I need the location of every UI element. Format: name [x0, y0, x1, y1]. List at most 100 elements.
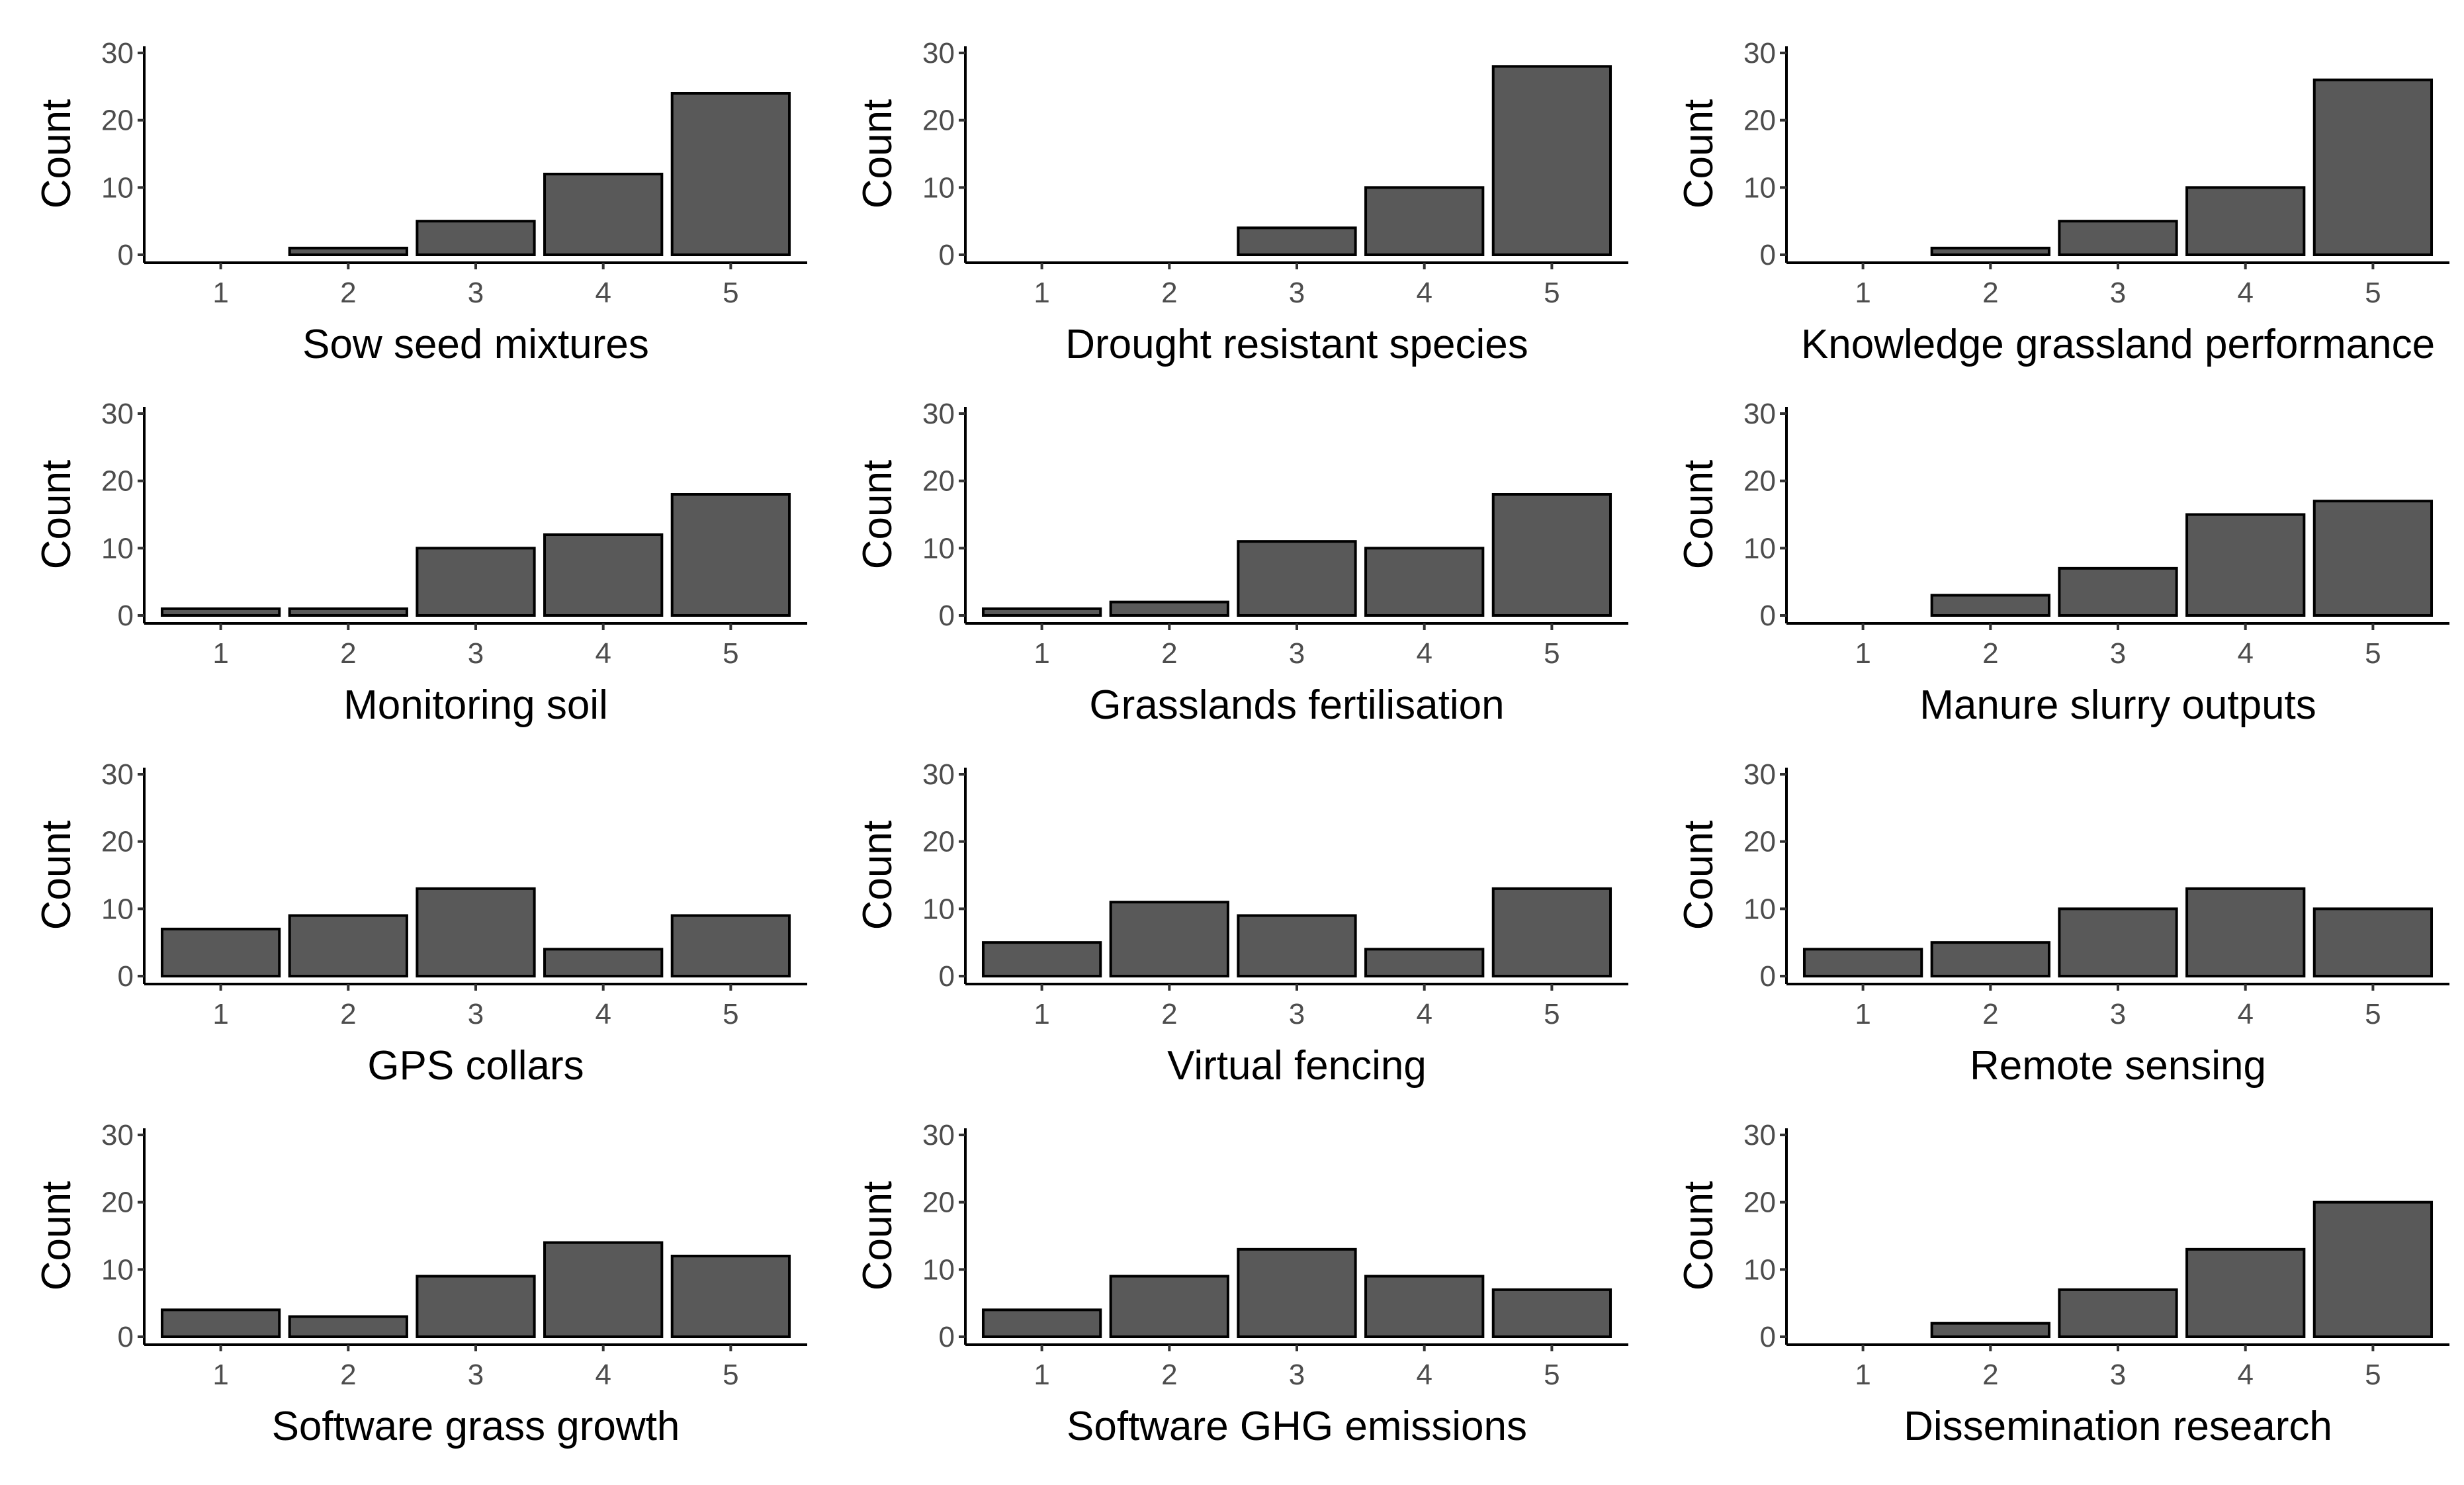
- y-tick-label: 30: [1743, 398, 1776, 430]
- x-axis-title: Dissemination research: [1904, 1404, 2332, 1449]
- bar: [2058, 566, 2178, 617]
- y-axis-title: Count: [855, 821, 901, 930]
- bar: [670, 92, 791, 256]
- bar: [670, 914, 791, 977]
- x-tick-label: 3: [468, 277, 484, 309]
- bar: [1237, 1247, 1357, 1338]
- x-tick-label: 2: [340, 277, 356, 309]
- x-tick-label: 1: [212, 637, 228, 670]
- bar: [1930, 594, 2050, 617]
- x-tick-label: 2: [1161, 998, 1177, 1030]
- x-tick-label: 1: [212, 998, 228, 1030]
- chart-panel: 0 10 20 30 1 2 3 4 5 Manure slurry outputs Count: [1676, 398, 2449, 728]
- x-tick-label: 3: [2110, 998, 2126, 1030]
- y-tick-label: 30: [101, 398, 134, 430]
- y-axis-title: Count: [1676, 99, 1722, 208]
- x-tick-label: 5: [1544, 998, 1560, 1030]
- y-axis-title: Count: [34, 99, 79, 208]
- bar: [1364, 1275, 1485, 1338]
- y-tick-label: 0: [939, 960, 955, 993]
- y-tick-label: 0: [939, 1321, 955, 1353]
- bar: [1364, 948, 1485, 978]
- y-tick-label: 10: [101, 532, 134, 564]
- x-tick-label: 5: [1544, 637, 1560, 670]
- bar: [2312, 907, 2434, 978]
- bar: [1109, 1275, 1229, 1338]
- bar: [1491, 1288, 1612, 1339]
- y-tick-label: 0: [1760, 960, 1776, 993]
- bar: [2312, 1200, 2434, 1338]
- x-tick-label: 1: [1855, 637, 1870, 670]
- x-axis-title: Grasslands fertilisation: [1089, 682, 1504, 728]
- bar: [1802, 948, 1923, 978]
- x-tick-label: 1: [1034, 1359, 1049, 1391]
- x-tick-label: 3: [1289, 277, 1305, 309]
- x-tick-label: 4: [1416, 1359, 1432, 1391]
- x-tick-label: 4: [2237, 277, 2253, 309]
- y-tick-label: 30: [922, 758, 955, 791]
- bar: [543, 173, 664, 256]
- x-tick-label: 4: [595, 277, 611, 309]
- x-tick-label: 1: [1034, 277, 1049, 309]
- x-tick-label: 5: [2365, 1359, 2381, 1391]
- y-tick-label: 20: [101, 105, 134, 137]
- chart-panel: 0 10 20 30 1 2 3 4 5 Drought resistant species Cou…: [855, 37, 1628, 367]
- y-tick-label: 10: [1743, 171, 1776, 204]
- bar: [288, 246, 408, 257]
- y-tick-label: 10: [1743, 893, 1776, 925]
- y-axis-title: Count: [34, 460, 79, 569]
- y-axis-title: Count: [1676, 460, 1722, 569]
- x-tick-label: 1: [1034, 998, 1049, 1030]
- chart-panel: 0 10 20 30 1 2 3 4 5 Remote sensing Count: [1676, 758, 2449, 1089]
- y-axis-title: Count: [855, 1181, 901, 1290]
- x-tick-label: 5: [723, 277, 738, 309]
- bar: [670, 1255, 791, 1338]
- chart-panel: 0 10 20 30 1 2 3 4 5 Software grass growth Count: [34, 1119, 807, 1449]
- x-tick-label: 3: [2110, 637, 2126, 670]
- y-tick-label: 30: [1743, 758, 1776, 791]
- x-axis-title: Software GHG emissions: [1067, 1404, 1527, 1449]
- bar: [1109, 901, 1229, 977]
- y-tick-label: 20: [922, 826, 955, 858]
- chart-panel: 0 10 20 30 1 2 3 4 5 Virtual fencing Count: [855, 758, 1628, 1089]
- bar: [416, 220, 536, 256]
- x-tick-label: 2: [340, 1359, 356, 1391]
- x-tick-label: 4: [1416, 277, 1432, 309]
- y-tick-label: 30: [1743, 37, 1776, 69]
- x-tick-label: 3: [468, 1359, 484, 1391]
- bar: [543, 533, 664, 617]
- x-tick-label: 4: [2237, 637, 2253, 670]
- x-tick-label: 5: [1544, 1359, 1560, 1391]
- y-tick-label: 30: [1743, 1119, 1776, 1151]
- y-tick-label: 10: [101, 1253, 134, 1286]
- bar: [981, 941, 1102, 977]
- y-tick-label: 20: [1743, 826, 1776, 858]
- x-tick-label: 1: [1855, 1359, 1870, 1391]
- y-tick-label: 20: [922, 105, 955, 137]
- x-tick-label: 3: [1289, 637, 1305, 670]
- x-tick-label: 2: [1982, 998, 1998, 1030]
- y-tick-label: 0: [118, 1321, 134, 1353]
- y-tick-label: 10: [101, 893, 134, 925]
- bar: [160, 1308, 281, 1339]
- x-tick-label: 5: [723, 1359, 738, 1391]
- bar: [1237, 226, 1357, 257]
- x-axis-title: Drought resistant species: [1065, 322, 1528, 367]
- x-axis-title: Manure slurry outputs: [1919, 682, 2316, 728]
- bar: [1930, 246, 2050, 257]
- x-tick-label: 4: [2237, 1359, 2253, 1391]
- y-axis-title: Count: [855, 460, 901, 569]
- chart-panel: 0 10 20 30 1 2 3 4 5 GPS collars Count: [34, 758, 807, 1089]
- bar: [981, 607, 1102, 617]
- y-axis-title: Count: [1676, 1181, 1722, 1290]
- x-tick-label: 3: [1289, 1359, 1305, 1391]
- y-tick-label: 30: [101, 1119, 134, 1151]
- bar: [1237, 914, 1357, 977]
- bar: [670, 493, 791, 617]
- y-tick-label: 10: [922, 171, 955, 204]
- bar: [288, 914, 408, 977]
- y-axis-title: Count: [855, 99, 901, 208]
- y-tick-label: 20: [922, 465, 955, 498]
- y-tick-label: 10: [922, 893, 955, 925]
